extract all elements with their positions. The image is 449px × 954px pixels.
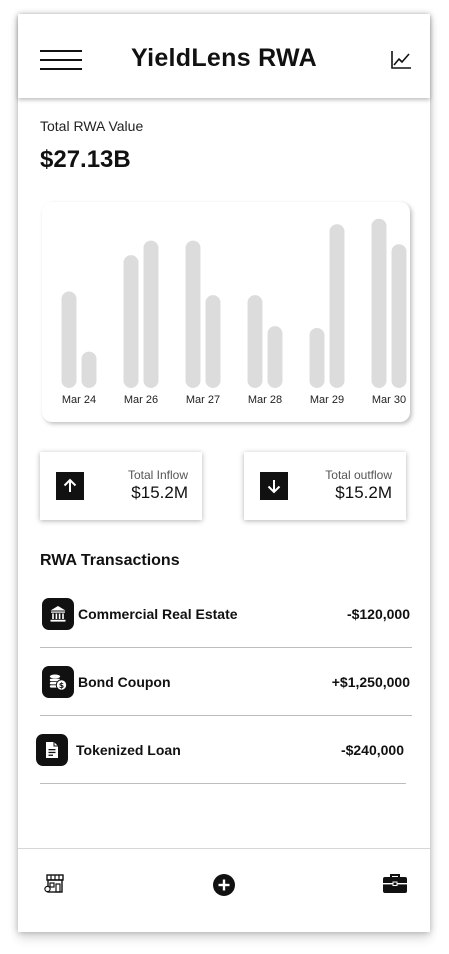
hamburger-menu-icon[interactable] [40, 50, 82, 70]
transaction-name: Tokenized Loan [76, 742, 181, 758]
inflow-label: Total Inflow [127, 468, 188, 482]
x-tick-label: Mar 26 [124, 394, 158, 406]
transaction-row[interactable]: Commercial Real Estate -$120,000 [36, 580, 412, 648]
briefcase-icon[interactable] [382, 873, 408, 900]
total-value-label: Total RWA Value [40, 118, 144, 134]
inflow-value: $15.2M [131, 483, 188, 502]
x-tick-label: Mar 28 [248, 394, 282, 406]
chart-bar [371, 218, 387, 388]
row-divider [40, 783, 406, 784]
coins-icon: $ [42, 666, 74, 698]
bank-building-icon [42, 598, 74, 630]
chart-bar [61, 291, 77, 388]
app-title: YieldLens RWA [131, 44, 317, 72]
app-screen: YieldLens RWA Total RWA Value $27.13B Ma… [18, 14, 430, 932]
chart-bar [391, 244, 407, 388]
document-icon [36, 734, 68, 766]
x-tick-label: Mar 29 [310, 394, 344, 406]
chart-bar [143, 240, 159, 388]
arrow-down-icon [260, 472, 288, 500]
chart-bar [267, 326, 283, 388]
row-divider [40, 715, 412, 716]
x-tick-label: Mar 27 [186, 394, 220, 406]
line-chart-icon[interactable] [390, 50, 412, 70]
row-divider [40, 647, 412, 648]
outflow-value: $15.2M [335, 483, 392, 502]
total-value-amount: $27.13B [40, 146, 131, 173]
arrow-up-icon [56, 472, 84, 500]
bar-chart: Mar 24 Mar 26 Mar 27 Mar 28 Mar 29 Mar 30 [61, 218, 407, 406]
transaction-name: Bond Coupon [78, 674, 171, 690]
chart-bar [309, 327, 325, 388]
chart-bar [329, 224, 345, 388]
transaction-name: Commercial Real Estate [78, 606, 238, 622]
transaction-row[interactable]: Tokenized Loan -$240,000 [36, 716, 412, 784]
chart-bar [81, 351, 97, 388]
chart-bar [185, 240, 201, 388]
chart-card: Mar 24 Mar 26 Mar 27 Mar 28 Mar 29 Mar 30 [42, 202, 410, 422]
x-tick-label: Mar 24 [62, 394, 96, 406]
outflow-card[interactable]: Total outflow $15.2M [244, 452, 406, 520]
bottom-nav [18, 848, 430, 932]
transaction-row[interactable]: $ Bond Coupon +$1,250,000 [36, 648, 412, 716]
chart-bar [247, 295, 263, 388]
storefront-icon[interactable] [44, 873, 66, 900]
transaction-amount: -$120,000 [346, 606, 410, 622]
transaction-amount: -$240,000 [340, 742, 404, 758]
chart-bar [205, 295, 221, 388]
chart-bar [123, 255, 139, 388]
outflow-label: Total outflow [325, 468, 392, 482]
transactions-title: RWA Transactions [40, 552, 180, 569]
transaction-amount: +$1,250,000 [331, 674, 410, 690]
add-circle-icon[interactable] [212, 873, 236, 902]
app-header: YieldLens RWA [18, 14, 430, 98]
x-tick-label: Mar 30 [372, 394, 406, 406]
inflow-card[interactable]: Total Inflow $15.2M [40, 452, 202, 520]
svg-text:$: $ [59, 681, 64, 690]
